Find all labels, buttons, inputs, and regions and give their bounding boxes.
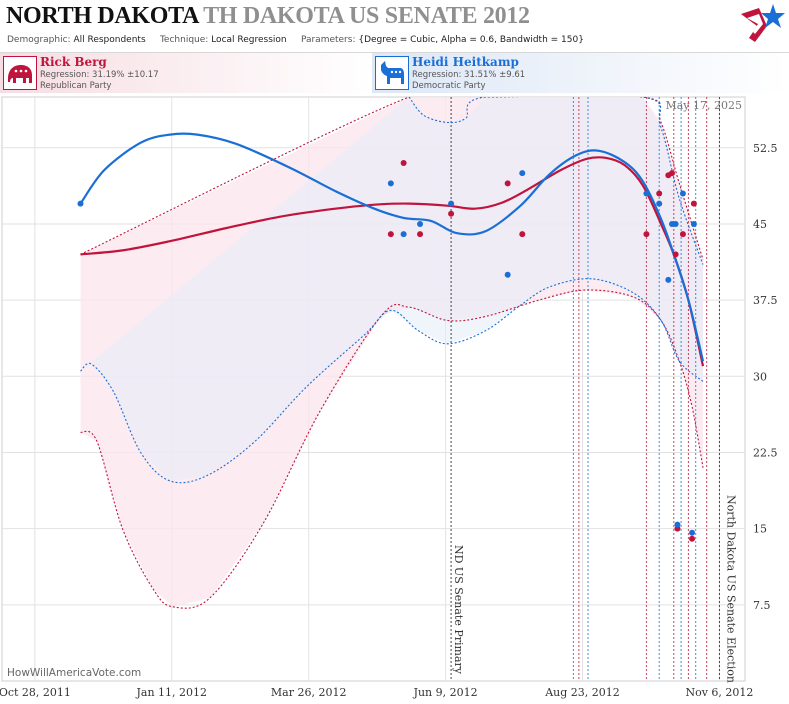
poll-point: [690, 200, 697, 207]
flag-star-icon: [741, 4, 785, 42]
title-main: NORTH DAKOTA: [6, 3, 198, 29]
x-tick-label: Oct 28, 2011: [0, 686, 71, 699]
poll-point: [679, 190, 686, 197]
x-tick-label: Aug 23, 2012: [544, 686, 620, 699]
band-heidi-heitkamp: [80, 97, 703, 481]
candidate-party: Democratic Party: [412, 81, 486, 91]
date-label: May 17, 2025: [665, 99, 742, 112]
candidate-name: Rick Berg: [40, 55, 107, 69]
poll-point: [448, 210, 455, 217]
poll-point: [656, 200, 663, 207]
poll-point: [668, 170, 675, 177]
candidate-panel-democrat: Heidi Heitkamp Regression: 31.51% ±9.61 …: [372, 53, 789, 93]
poll-point: [674, 521, 681, 528]
candidate-party: Republican Party: [40, 81, 112, 91]
y-tick-label: 15: [753, 523, 767, 536]
band-lower-heidi-heitkamp: [80, 278, 704, 484]
poll-point: [519, 231, 526, 238]
chart-header: NORTH DAKOTA TH DAKOTA US SENATE 2012 De…: [0, 0, 789, 53]
band-upper-rick-berg: [80, 97, 704, 260]
demographic-label: Demographic:: [7, 35, 71, 45]
demographic-value: All Respondents: [73, 35, 146, 45]
candidate-panel-republican: Rick Berg Regression: 31.19% ±10.17 Repu…: [0, 53, 372, 93]
y-tick-label: 45: [753, 218, 767, 231]
poll-point: [387, 231, 394, 238]
poll-point: [387, 180, 394, 187]
watermark: HowWillAmericaVote.com: [7, 667, 141, 679]
poll-point: [656, 190, 663, 197]
poll-point: [400, 160, 407, 167]
poll-point: [672, 251, 679, 258]
plot-content: [77, 97, 720, 681]
poll-point: [689, 529, 696, 536]
technique-value: Local Regression: [211, 35, 287, 45]
band-lower-rick-berg: [80, 289, 704, 609]
poll-point: [519, 170, 526, 177]
y-tick-label: 37.5: [753, 294, 778, 307]
poll-point: [77, 200, 84, 207]
poll-point: [672, 220, 679, 227]
page-title: NORTH DAKOTA TH DAKOTA US SENATE 2012: [6, 3, 530, 30]
poll-point: [504, 180, 511, 187]
poll-point: [643, 190, 650, 197]
parameters-label: Parameters:: [300, 35, 356, 45]
candidate-regression: Regression: 31.51% ±9.61: [412, 70, 526, 80]
poll-point: [400, 231, 407, 238]
candidate-name: Heidi Heitkamp: [412, 55, 519, 69]
poll-point: [448, 200, 455, 207]
regression-chart: 7.5 15 22.5 30 37.5 45 52.5 Oct 28, 2011 Jan 11,…: [0, 96, 778, 699]
poll-point: [417, 231, 424, 238]
band-upper-heidi-heitkamp: [408, 97, 704, 265]
poll-point: [679, 231, 686, 238]
title-sub: TH DAKOTA US SENATE 2012: [203, 3, 530, 29]
poll-point: [504, 271, 511, 278]
x-tick-label: Jun 9, 2012: [413, 686, 478, 699]
regression-line-heidi-heitkamp: [79, 132, 705, 362]
technique-label: Technique:: [159, 35, 209, 45]
event-label: North Dakota US Senate Election: [724, 495, 737, 683]
elephant-icon: [3, 56, 37, 90]
y-tick-label: 52.5: [753, 142, 778, 155]
y-tick-label: 22.5: [753, 446, 778, 459]
x-tick-label: Mar 26, 2012: [271, 686, 347, 699]
y-tick-label: 30: [753, 370, 767, 383]
x-tick-label: Nov 6, 2012: [685, 686, 753, 699]
poll-point: [417, 220, 424, 227]
parameters-value: {Degree = Cubic, Alpha = 0.6, Bandwidth …: [358, 35, 584, 45]
event-label: ND US Senate Primary: [452, 545, 465, 675]
y-tick-label: 7.5: [753, 599, 771, 612]
poll-point: [665, 276, 672, 283]
poll-point: [643, 231, 650, 238]
chart-parameters: Demographic: All Respondents Technique: …: [7, 35, 584, 45]
regression-line-rick-berg: [80, 156, 705, 367]
donkey-icon: [375, 56, 409, 90]
poll-point: [689, 535, 696, 542]
poll-point: [690, 220, 697, 227]
candidate-regression: Regression: 31.19% ±10.17: [40, 70, 159, 80]
x-tick-label: Jan 11, 2012: [136, 686, 208, 699]
